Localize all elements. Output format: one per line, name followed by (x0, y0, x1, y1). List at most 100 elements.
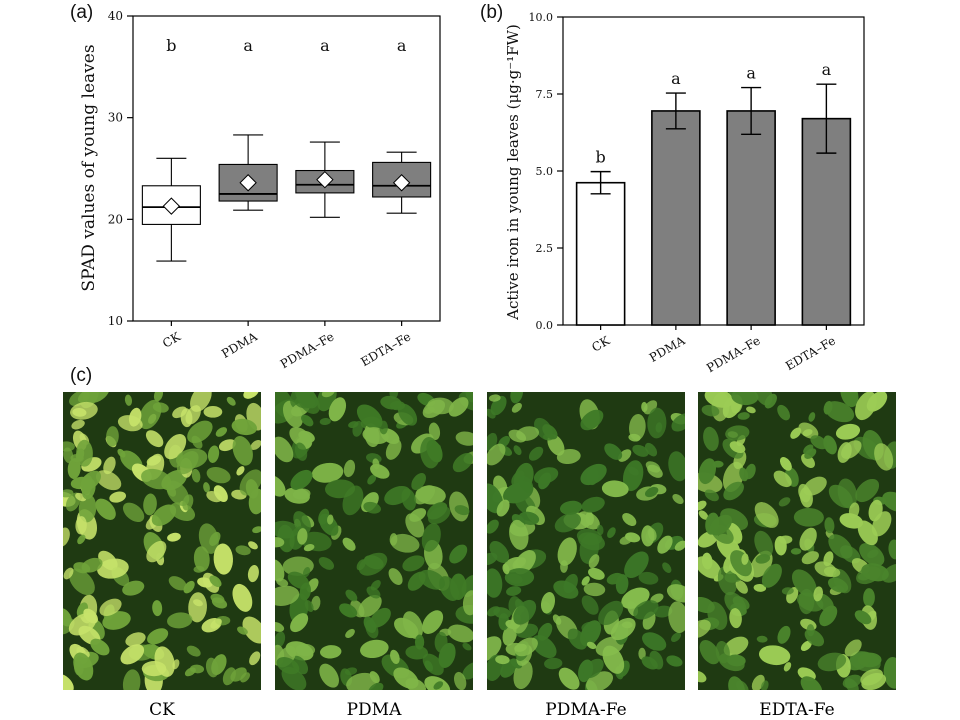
chart-a-significance-letter: a (243, 36, 253, 55)
leaf-shape (384, 485, 411, 506)
leaf-shape (168, 576, 187, 591)
leaf-shape (606, 572, 624, 585)
leaf-shape (364, 555, 384, 570)
leaf-shape (533, 467, 559, 485)
leaf-shape (824, 517, 835, 534)
leaf-shape (226, 396, 236, 406)
leaf-shape (729, 441, 746, 454)
leaf-shape (363, 616, 377, 633)
leaf-shape (146, 455, 162, 466)
leaf-shape (863, 588, 875, 608)
leaf-shape (761, 563, 782, 588)
leaf-shape (723, 481, 744, 501)
leaf-shape (528, 446, 544, 461)
leaf-shape (428, 422, 441, 441)
leaf-shape (777, 404, 791, 421)
leaf-shape (63, 567, 74, 580)
leaf-shape (837, 442, 852, 463)
leaf-shape (848, 502, 860, 519)
leaf-shape (487, 483, 504, 514)
leaf-shape (487, 606, 501, 617)
leaf-shape (302, 566, 311, 578)
leaf-shape (433, 681, 444, 690)
leaf-shape (80, 392, 99, 409)
leaf-shape (77, 392, 90, 403)
leaf-shape (754, 502, 779, 528)
leaf-shape (243, 392, 259, 399)
leaf-shape (580, 409, 604, 431)
leaf-shape (418, 569, 446, 590)
leaf-shape (790, 427, 802, 439)
foliage-image (275, 392, 473, 690)
leaf-shape (810, 435, 828, 450)
leaf-shape (449, 544, 468, 564)
leaf-shape (674, 540, 685, 551)
leaf-shape (516, 426, 540, 441)
leaf-shape (741, 553, 749, 565)
leaf-shape (504, 568, 535, 587)
leaf-shape (452, 452, 473, 473)
leaf-shape (454, 505, 470, 516)
leaf-shape (422, 653, 444, 676)
chart-b-significance-letter: a (746, 64, 756, 83)
leaf-shape (779, 457, 792, 471)
leaf-shape (426, 439, 443, 463)
leaf-shape (537, 622, 553, 641)
leaf-shape (502, 563, 510, 575)
leaf-shape (152, 600, 163, 617)
leaf-shape (668, 451, 685, 482)
leaf-shape (321, 392, 335, 398)
leaf-shape (206, 467, 231, 484)
leaf-shape (325, 479, 356, 499)
leaf-shape (588, 554, 600, 569)
leaf-shape (448, 397, 469, 417)
leaf-shape (389, 392, 399, 400)
leaf-shape (531, 635, 557, 659)
leaf-shape (193, 546, 210, 572)
leaf-shape (209, 575, 222, 588)
leaf-shape (698, 458, 717, 485)
chart-a-significance-letter: a (397, 36, 407, 55)
chart-a-ytick-label: 20 (108, 212, 123, 226)
leaf-shape (699, 640, 720, 665)
leaf-shape (707, 601, 728, 631)
leaf-shape (813, 586, 823, 602)
leaf-shape (544, 657, 563, 670)
leaf-shape (190, 392, 212, 412)
leaf-shape (581, 576, 590, 586)
leaf-shape (567, 628, 587, 650)
leaf-shape (644, 486, 659, 498)
leaf-shape (397, 403, 418, 426)
leaf-shape (653, 605, 673, 618)
leaf-shape (462, 642, 472, 651)
leaf-shape (289, 426, 313, 449)
leaf-shape (328, 397, 347, 422)
leaf-shape (803, 444, 814, 455)
leaf-shape (294, 442, 308, 461)
leaf-shape (514, 643, 527, 652)
leaf-shape (754, 530, 774, 558)
leaf-shape (633, 600, 659, 620)
leaf-shape (421, 523, 441, 552)
leaf-shape (145, 430, 164, 448)
chart-b-ytick-label: 5.0 (536, 165, 554, 178)
leaf-shape (601, 480, 629, 498)
leaf-shape (346, 672, 377, 690)
leaf-shape (106, 426, 119, 447)
leaf-shape (80, 470, 102, 491)
leaf-shape (242, 616, 261, 644)
leaf-shape (602, 645, 625, 674)
leaf-shape (307, 392, 314, 398)
leaf-shape (800, 676, 823, 690)
leaf-shape (319, 418, 331, 426)
leaf-shape (237, 626, 248, 635)
leaf-shape (798, 422, 819, 439)
leaf-shape (647, 407, 667, 439)
leaf-shape (668, 601, 685, 634)
leaf-shape (78, 494, 97, 523)
leaf-shape (563, 573, 578, 594)
leaf-shape (703, 426, 719, 451)
leaf-shape (666, 655, 683, 667)
leaf-shape (724, 591, 747, 617)
